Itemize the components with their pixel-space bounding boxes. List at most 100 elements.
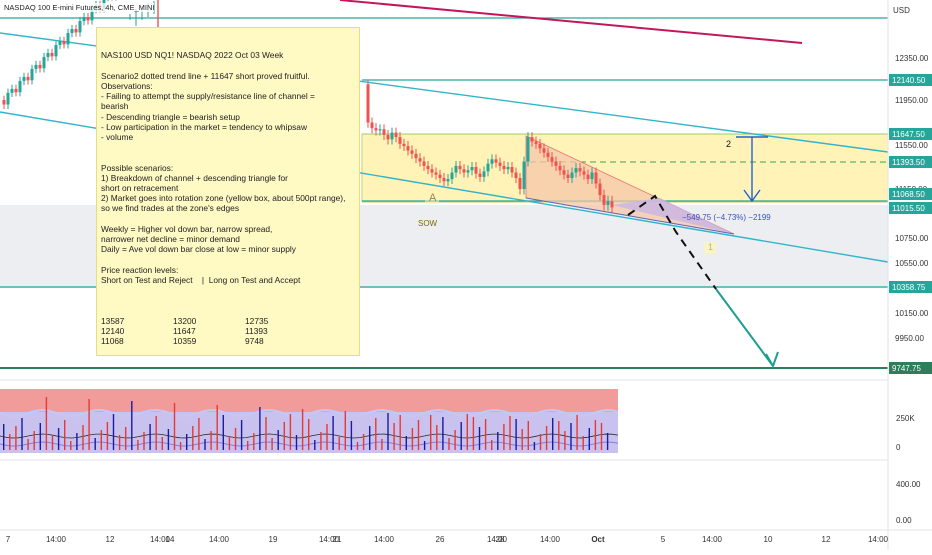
- candle-body: [562, 170, 566, 175]
- candle-body: [470, 167, 474, 171]
- price-tick-label: 12350.00: [895, 54, 929, 63]
- note-line: Weekly = Higher vol down bar, narrow spr…: [101, 223, 273, 234]
- candle-body: [42, 56, 46, 69]
- levels-cell: 11393: [245, 325, 268, 336]
- price-level-tag-text: 11647.50: [892, 130, 925, 139]
- time-tick-label: 26: [436, 535, 445, 544]
- price-level-tag: [889, 362, 932, 374]
- levels-row: 12140 11647 11393: [101, 326, 355, 336]
- candle-body: [22, 76, 26, 81]
- volume-bar: [240, 420, 243, 450]
- note-line: 2) Market goes into rotation zone (yello…: [101, 193, 346, 204]
- volume-bar: [552, 418, 554, 450]
- price-level-tag: [889, 74, 932, 86]
- candle-body: [46, 52, 50, 57]
- candle-body: [558, 165, 562, 171]
- levels-table: 13587 13200 12735 12140 11647 11393 11068 10359…: [101, 316, 355, 347]
- time-tick-label: 21: [333, 535, 342, 544]
- analysis-note[interactable]: NAS100 USD NQ1! NASDAQ 2022 Oct 03 Week S…: [96, 27, 360, 356]
- levels-cell: 13200: [173, 315, 197, 326]
- time-tick-label: 14:00: [374, 535, 395, 544]
- volume-bar: [472, 417, 475, 450]
- time-tick-label: 14:00: [319, 535, 340, 544]
- price-level-tag: [889, 188, 932, 200]
- volume-bar: [82, 425, 84, 450]
- volume-bar: [576, 415, 578, 450]
- note-line: - volume: [101, 132, 134, 143]
- indicator-tick-0: 0.00: [896, 516, 912, 525]
- candle-body: [406, 146, 410, 151]
- volume-bar: [582, 436, 584, 450]
- levels-cell: 9748: [245, 336, 264, 346]
- magenta-trend-line[interactable]: [339, 0, 803, 44]
- volume-bar: [448, 438, 450, 450]
- wyckoff-a-bg: [425, 190, 439, 204]
- volume-bar: [399, 415, 401, 450]
- volume-bar: [15, 426, 17, 450]
- candle-body: [490, 159, 494, 164]
- volume-bar: [460, 422, 462, 450]
- volume-bar: [94, 438, 96, 450]
- candle-body: [38, 64, 42, 69]
- time-tick-label: 7: [6, 535, 11, 544]
- volume-bar: [39, 423, 41, 450]
- candle-body: [10, 88, 14, 93]
- candles: [2, 0, 614, 213]
- note-line: - Failing to attempt the supply/resistan…: [101, 91, 315, 102]
- price-tick-label: 9950.00: [895, 334, 924, 343]
- volume-bar: [3, 424, 5, 450]
- candle-body: [498, 162, 502, 166]
- scenario-dashed-path[interactable]: [627, 194, 717, 290]
- candle-body: [526, 137, 530, 162]
- note-line: bearish: [101, 101, 129, 112]
- volume-bar: [588, 428, 590, 450]
- note-line: [101, 142, 355, 152]
- price-level-tag: [889, 202, 932, 214]
- candle-body: [566, 174, 570, 178]
- volume-bar: [161, 437, 163, 450]
- candle-body: [442, 178, 446, 182]
- volume-bar: [515, 419, 517, 450]
- volume-bar: [289, 414, 292, 450]
- volume-bar: [88, 399, 90, 450]
- candle-body: [594, 172, 598, 184]
- volume-tick-0: 0: [896, 443, 901, 452]
- measure-label: 2: [726, 139, 731, 149]
- levels-cell: 11068: [101, 336, 124, 346]
- candle-body: [70, 29, 74, 34]
- candle-body: [450, 172, 454, 180]
- volume-bar: [405, 436, 407, 450]
- candle-body: [586, 174, 590, 180]
- candle-body: [370, 122, 374, 129]
- volume-bar: [521, 429, 523, 450]
- candle-body: [598, 183, 602, 196]
- note-line: [101, 254, 355, 264]
- volume-bar: [503, 424, 505, 450]
- note-line: so we find trades at the zone's edges: [101, 203, 240, 214]
- target-arrow-head: [765, 351, 779, 369]
- volume-bar: [118, 435, 121, 450]
- volume-bar: [570, 423, 572, 450]
- time-tick-label: 19: [269, 535, 278, 544]
- target-arrow-line[interactable]: [715, 288, 774, 367]
- note-line: NAS100 USD NQ1! NASDAQ 2022 Oct 03 Week: [101, 50, 284, 61]
- volume-bar: [497, 432, 499, 450]
- indicator-tick-400: 400.00: [896, 480, 921, 489]
- volume-bar: [454, 430, 456, 450]
- volume-bar: [375, 418, 377, 450]
- candle-body: [90, 9, 94, 21]
- candle-body: [514, 172, 518, 178]
- volume-bar: [558, 421, 560, 450]
- sow-label: SOW: [418, 219, 438, 228]
- candle-body: [426, 165, 430, 170]
- volume-bar: [179, 442, 182, 450]
- time-tick-label: Oct: [591, 535, 605, 544]
- volume-bar: [332, 416, 334, 450]
- symbol-title[interactable]: NASDAQ 100 E-mini Futures, 4h, CME_MINI: [4, 3, 155, 12]
- volume-bar: [21, 418, 23, 450]
- candle-body: [478, 173, 482, 177]
- candle-body: [34, 64, 38, 69]
- time-tick-label: 14:00: [46, 535, 67, 544]
- volume-bar: [198, 418, 200, 450]
